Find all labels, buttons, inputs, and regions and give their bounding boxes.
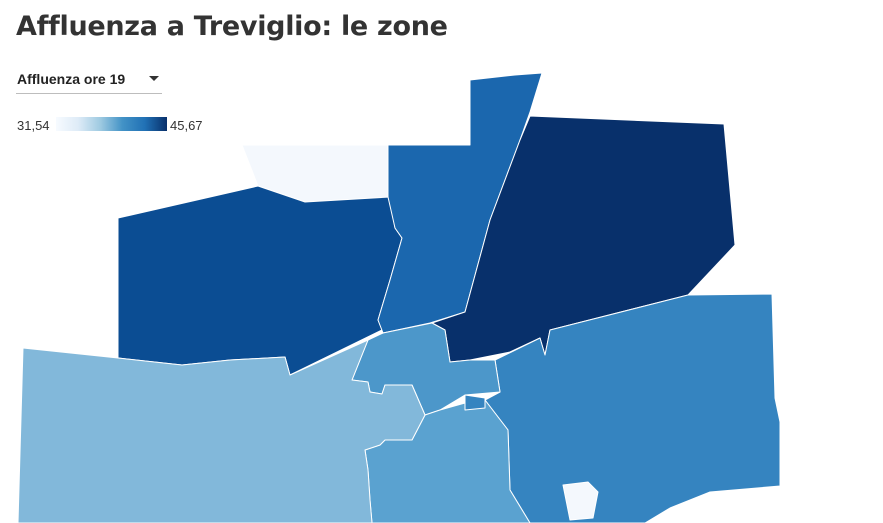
dropdown-selected-value: Affluenza ore 19 xyxy=(17,71,126,87)
time-selector-dropdown[interactable]: Affluenza ore 19 xyxy=(16,69,162,94)
legend-color-scale xyxy=(56,117,167,131)
zone-northeast-darkest[interactable] xyxy=(431,115,736,363)
zone-inner-small[interactable] xyxy=(464,394,486,411)
zone-east-enclave[interactable] xyxy=(562,481,599,521)
legend-min-label: 31,54 xyxy=(17,118,50,133)
zone-west-light[interactable] xyxy=(17,339,426,523)
page-title: Affluenza a Treviglio: le zone xyxy=(16,11,448,42)
legend-max-label: 45,67 xyxy=(170,118,203,133)
caret-down-icon xyxy=(149,76,159,81)
